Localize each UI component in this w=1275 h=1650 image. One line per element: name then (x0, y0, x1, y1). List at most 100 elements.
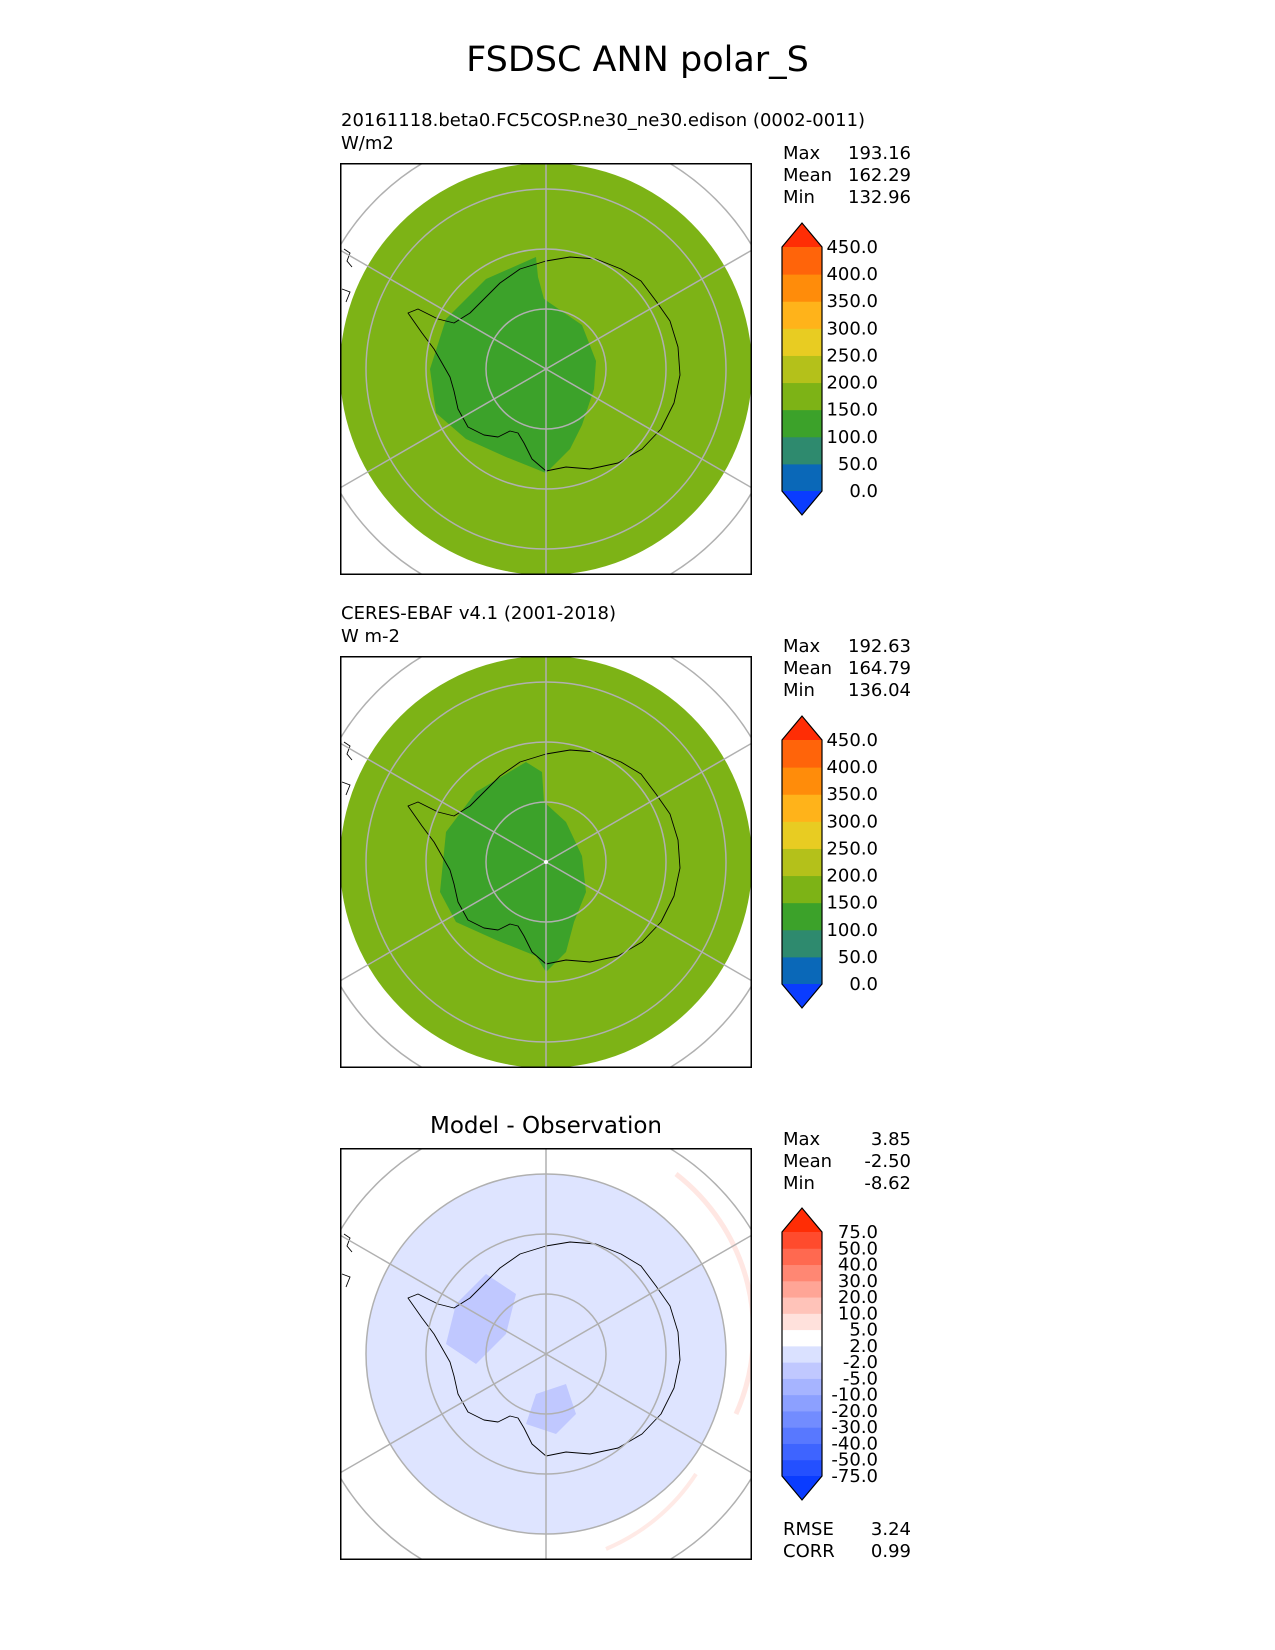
stat-value: 192.63 (848, 636, 911, 657)
colorbar-tick-label: 450.0 (826, 237, 878, 258)
colorbar-band (782, 902, 822, 931)
colorbar-extend-max (782, 1208, 822, 1232)
figure-title: FSDSC ANN polar_S (466, 40, 809, 80)
meridian (340, 368, 547, 489)
colorbar-outline (781, 1207, 823, 1501)
field-region (674, 1172, 752, 1416)
reference-polar-map (340, 656, 752, 1068)
diff-stats: Max 3.85 Mean -2.50 Min -8.62 (783, 1129, 911, 1195)
meridian (545, 368, 752, 489)
stat-label: Mean (783, 1151, 833, 1172)
colorbar-tick-label: 300.0 (826, 811, 878, 832)
colorbar-extend-max (782, 716, 822, 740)
colorbar-band (782, 1329, 822, 1347)
colorbar-band (782, 1378, 822, 1396)
colorbar-band (782, 1362, 822, 1379)
colorbar-outline (781, 222, 823, 516)
colorbar-band (782, 1232, 822, 1249)
colorbar-tick-label: 50.0 (838, 454, 878, 475)
colorbar-outline (781, 715, 823, 1009)
reference-panel-title: CERES-EBAF v4.1 (2001-2018) (341, 603, 617, 624)
colorbar-band (782, 1443, 822, 1461)
field-region (440, 762, 586, 972)
colorbar-tick-label: 400.0 (826, 757, 878, 778)
stat-label: Min (783, 680, 815, 701)
colorbar-tick-label: 400.0 (826, 264, 878, 285)
colorbar-band (782, 301, 822, 329)
colorbar-band (782, 1280, 822, 1298)
colorbar-tick-label: 250.0 (826, 345, 878, 366)
coastline (341, 288, 351, 303)
test-colorbar: 0.0 50.0 100.0 150.0 200.0 250.0 300.0 350.0 400… (781, 222, 878, 516)
reference-stats: Max 192.63 Mean 164.79 Min 136.04 (783, 636, 911, 702)
field-region (605, 1472, 698, 1551)
coastline (341, 781, 351, 796)
metric-label: RMSE (783, 1519, 834, 1540)
reference-colorbar: 0.0 50.0 100.0 150.0 200.0 250.0 300.0 350.0 400… (781, 715, 878, 1009)
colorbar-band (782, 875, 822, 904)
stat-label: Max (783, 143, 821, 164)
metric-label: CORR (783, 1541, 835, 1562)
colorbar-extend-min (782, 491, 822, 515)
colorbar-tick-label: -2.0 (843, 1352, 878, 1373)
diff-metrics: RMSE 3.24 CORR 0.99 (783, 1519, 911, 1563)
pole-marker (544, 860, 548, 864)
colorbar-tick-label: -75.0 (831, 1466, 878, 1487)
colorbar-band (782, 1248, 822, 1266)
colorbar-tick-label: -50.0 (831, 1450, 878, 1471)
colorbar-band (782, 1264, 822, 1282)
diff-panel-title: Model - Observation (429, 1113, 663, 1139)
stat-label: Min (783, 1173, 815, 1194)
colorbar-tick-label: 50.0 (838, 1238, 878, 1259)
colorbar-band (782, 1297, 822, 1314)
colorbar-tick-label: 2.0 (849, 1336, 878, 1357)
meridian (545, 861, 752, 982)
stat-label: Mean (783, 658, 833, 679)
colorbar-tick-label: 350.0 (826, 291, 878, 312)
colorbar-band (782, 1459, 822, 1477)
colorbar-tick-label: 0.0 (849, 974, 878, 995)
colorbar-extend-min (782, 1476, 822, 1500)
stat-value: 162.29 (848, 165, 911, 186)
colorbar-extend-max (782, 223, 822, 247)
stat-value: 193.16 (848, 143, 911, 164)
stat-label: Mean (783, 165, 833, 186)
stat-label: Min (783, 187, 815, 208)
diff-polar-map (340, 1148, 752, 1560)
colorbar-tick-label: 200.0 (826, 373, 878, 394)
coastline (407, 1241, 681, 1457)
stat-value: -8.62 (864, 1173, 911, 1194)
colorbar-band (782, 929, 822, 958)
colorbar-tick-label: 100.0 (826, 427, 878, 448)
stat-value: 3.85 (870, 1129, 911, 1150)
map-frame (340, 1148, 752, 1560)
colorbar-tick-label: 40.0 (838, 1255, 878, 1276)
colorbar-tick-label: 20.0 (838, 1287, 878, 1308)
colorbar-tick-label: 100.0 (826, 920, 878, 941)
stat-value: -2.50 (864, 1151, 911, 1172)
colorbar-band (782, 409, 822, 438)
map-frame (340, 656, 752, 1068)
colorbar-band (782, 1313, 822, 1331)
colorbar-tick-label: 200.0 (826, 866, 878, 887)
coastline (343, 248, 353, 268)
coastline (341, 1273, 351, 1288)
stat-value: 132.96 (848, 187, 911, 208)
colorbar-band (782, 1345, 822, 1363)
colorbar-tick-label: -5.0 (843, 1368, 878, 1389)
colorbar-band (782, 463, 822, 492)
diff-colorbar: -75.0-50.0-40.0-30.0-20.0-10.0-5.0-2.02.… (781, 1207, 878, 1501)
colorbar-tick-label: 450.0 (826, 730, 878, 751)
stat-label: Max (783, 1129, 821, 1150)
colorbar-band (782, 1410, 822, 1428)
metric-value: 3.24 (870, 1519, 911, 1540)
colorbar-tick-label: 10.0 (838, 1303, 878, 1324)
field-region (526, 1384, 576, 1434)
stat-value: 164.79 (848, 658, 911, 679)
colorbar-tick-label: 5.0 (849, 1320, 878, 1341)
colorbar-band (782, 274, 822, 302)
coastline (407, 749, 681, 965)
meridian (340, 249, 547, 370)
stat-label: Max (783, 636, 821, 657)
test-panel-units: W/m2 (341, 133, 394, 154)
